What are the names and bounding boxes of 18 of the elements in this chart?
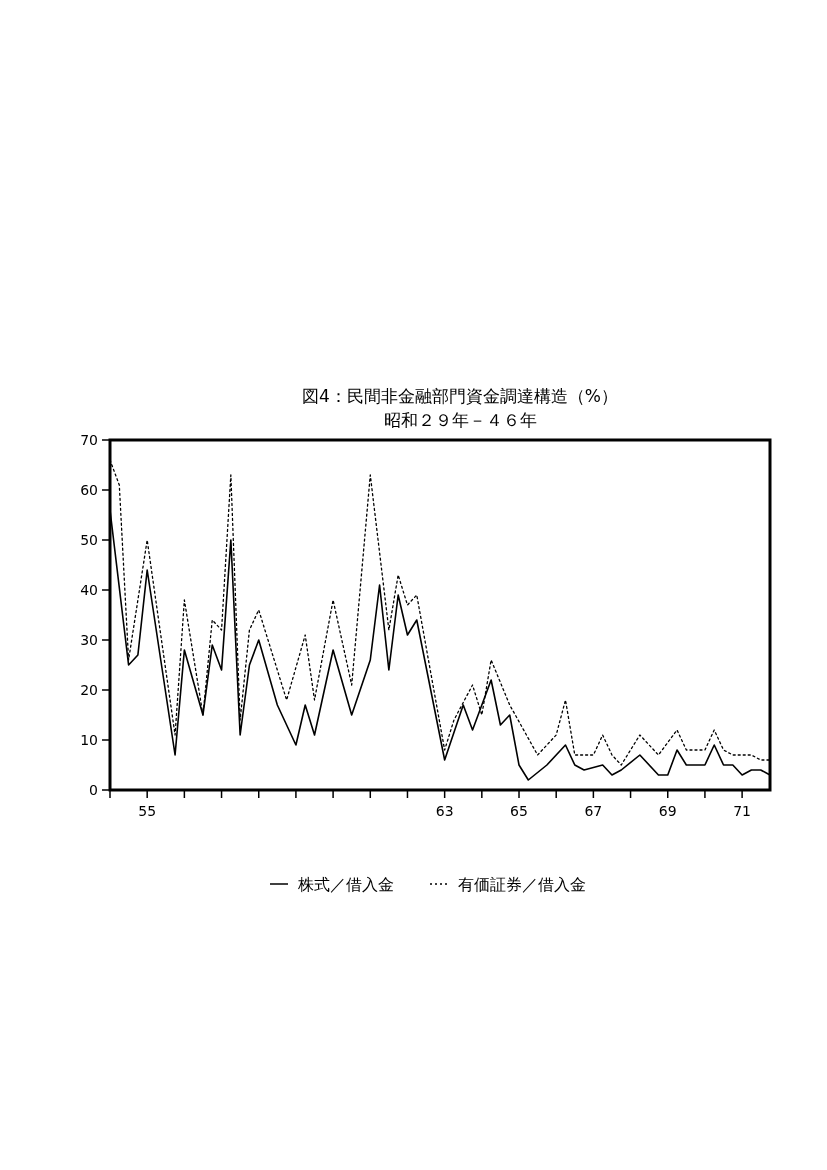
x-tick-label: 71 xyxy=(733,803,752,819)
y-tick-label: 70 xyxy=(80,432,98,448)
legend-label: 株式／借入金 xyxy=(297,875,394,894)
y-tick-label: 50 xyxy=(80,532,98,548)
y-tick-label: 30 xyxy=(80,632,98,648)
y-tick-label: 40 xyxy=(80,582,98,598)
y-tick-label: 60 xyxy=(80,482,98,498)
chart-title: 図4：民間非金融部門資金調達構造（%） xyxy=(302,386,618,406)
chart-subtitle: 昭和２９年－４６年 xyxy=(383,410,537,430)
x-tick-label: 69 xyxy=(658,803,677,819)
x-tick-label: 67 xyxy=(584,803,603,819)
y-tick-label: 0 xyxy=(89,782,98,798)
x-tick-label: 65 xyxy=(510,803,528,819)
y-tick-label: 20 xyxy=(80,682,98,698)
x-tick-label: 63 xyxy=(435,803,454,819)
y-tick-label: 10 xyxy=(80,732,98,748)
legend-label: 有価証券／借入金 xyxy=(458,875,586,894)
x-tick-label: 55 xyxy=(138,803,157,819)
